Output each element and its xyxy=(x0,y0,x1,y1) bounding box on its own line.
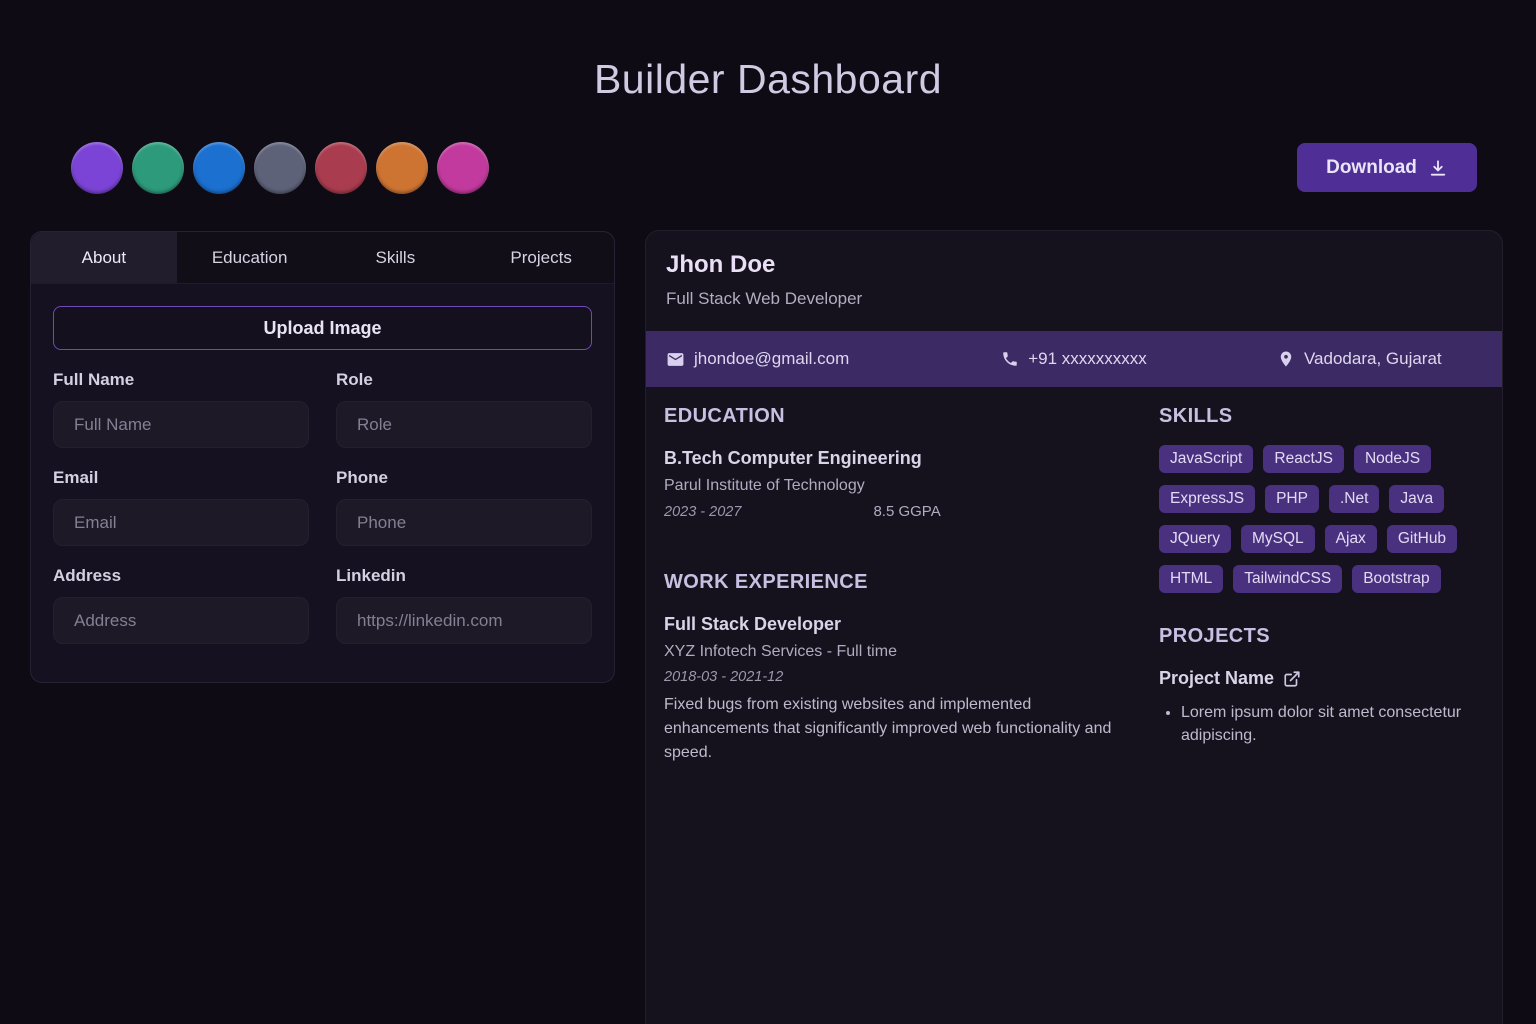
editor-tabbar: About Education Skills Projects xyxy=(31,232,614,284)
form-field-label: Email xyxy=(53,468,99,487)
page-title: Builder Dashboard xyxy=(593,56,943,102)
contact-phone-text: +91 xxxxxxxxxx xyxy=(1028,349,1147,368)
form-field-label: Address xyxy=(53,566,122,585)
skill-badge: NodeJS xyxy=(1353,445,1432,473)
form-field: Full Name xyxy=(53,370,309,448)
tab-skills[interactable]: Skills xyxy=(375,247,416,267)
location-pin-icon xyxy=(1280,351,1292,367)
project-name: Project Name xyxy=(1159,668,1275,688)
education-dates-row: 2023 - 2027 8.5 GGPA xyxy=(664,503,1121,521)
theme-color-swatch[interactable] xyxy=(437,142,489,194)
job-dates: 2018-03 - 2021-12 xyxy=(664,669,784,685)
project-bullet: Lorem ipsum dolor sit amet consectetur a… xyxy=(1181,701,1488,747)
projects-heading: PROJECTS xyxy=(1159,625,1271,647)
download-button-label: Download xyxy=(1326,156,1417,178)
skills-badge-list: JavaScript ReactJS NodeJS ExpressJS PHP … xyxy=(1159,445,1488,593)
form-field-label: Role xyxy=(336,370,373,389)
education-school: Parul Institute of Technology xyxy=(664,477,865,494)
contact-email-text: jhondoe@gmail.com xyxy=(694,349,850,368)
form-field: Phone xyxy=(336,468,592,546)
form-field-input[interactable] xyxy=(53,597,309,644)
education-degree: B.Tech Computer Engineering xyxy=(664,448,922,468)
editor-body: Upload Image Full Name Role Email xyxy=(31,284,614,666)
job-title: Full Stack Developer xyxy=(664,614,842,634)
form-field: Linkedin xyxy=(336,566,592,644)
skill-badge: MySQL xyxy=(1240,525,1315,553)
skill-badge: HTML xyxy=(1159,565,1224,593)
editor-card: About Education Skills Projects Upload I… xyxy=(30,231,615,683)
form-field: Email xyxy=(53,468,309,546)
work-experience-section: WORK EXPERIENCE Full Stack Developer XYZ… xyxy=(664,571,1121,765)
resume-contact-bar: jhondoe@gmail.com +91 xxxxxxxxxx Vadodar… xyxy=(646,331,1502,387)
skill-badge: .Net xyxy=(1328,485,1380,513)
skills-section: SKILLS JavaScript ReactJS NodeJS Express… xyxy=(1159,405,1488,593)
theme-color-swatch[interactable] xyxy=(376,142,428,194)
resume-preview-card: Jhon Doe Full Stack Web Developer jhondo… xyxy=(645,230,1503,1024)
job-company: XYZ Infotech Services - Full time xyxy=(664,643,897,660)
form-field-input[interactable] xyxy=(53,499,309,546)
contact-location: Vadodara, Gujarat xyxy=(1277,349,1442,369)
phone-icon xyxy=(1003,352,1017,366)
skill-badge: JQuery xyxy=(1159,525,1231,553)
theme-swatch-row xyxy=(71,142,489,194)
skill-badge: ReactJS xyxy=(1263,445,1344,473)
skill-badge: Bootstrap xyxy=(1352,565,1441,593)
resume-name: Jhon Doe xyxy=(666,251,776,278)
form-field-input[interactable] xyxy=(336,499,592,546)
about-form: Full Name Role Email Phone xyxy=(53,370,592,644)
skill-badge: GitHub xyxy=(1386,525,1458,553)
form-field-input[interactable] xyxy=(336,597,592,644)
skill-badge: JavaScript xyxy=(1159,445,1254,473)
contact-phone: +91 xxxxxxxxxx xyxy=(1001,349,1147,369)
skill-badge: TailwindCSS xyxy=(1233,565,1343,593)
job-description: Fixed bugs from existing websites and im… xyxy=(664,696,1112,761)
contact-email: jhondoe@gmail.com xyxy=(646,349,849,369)
skill-badge: ExpressJS xyxy=(1159,485,1256,513)
form-field-label: Linkedin xyxy=(336,566,406,585)
upload-image-button[interactable]: Upload Image xyxy=(53,306,592,350)
resume-body: EDUCATION B.Tech Computer Engineering Pa… xyxy=(646,387,1502,765)
tab-projects[interactable]: Projects xyxy=(510,247,572,267)
resume-left-column: EDUCATION B.Tech Computer Engineering Pa… xyxy=(664,405,1121,765)
skills-heading: SKILLS xyxy=(1159,405,1233,427)
mail-icon xyxy=(667,352,684,366)
download-icon xyxy=(1430,159,1446,176)
theme-color-swatch[interactable] xyxy=(254,142,306,194)
education-section: EDUCATION B.Tech Computer Engineering Pa… xyxy=(664,405,1121,521)
education-dates: 2023 - 2027 xyxy=(664,504,742,520)
tab-about[interactable]: About xyxy=(31,232,177,283)
form-field: Role xyxy=(336,370,592,448)
theme-color-swatch[interactable] xyxy=(71,142,123,194)
theme-color-swatch[interactable] xyxy=(193,142,245,194)
education-gpa: 8.5 GGPA xyxy=(873,503,941,520)
work-experience-heading: WORK EXPERIENCE xyxy=(664,571,868,593)
resume-header: Jhon Doe Full Stack Web Developer xyxy=(646,231,1502,309)
form-field-input[interactable] xyxy=(53,401,309,448)
project-bullet-list: Lorem ipsum dolor sit amet consectetur a… xyxy=(1163,701,1488,747)
download-button[interactable]: Download xyxy=(1297,143,1477,192)
project-name-row: Project Name xyxy=(1159,668,1488,689)
education-heading: EDUCATION xyxy=(664,405,786,427)
form-field: Address xyxy=(53,566,309,644)
projects-section: PROJECTS Project Name Lorem ipsum dolor … xyxy=(1159,625,1488,747)
external-link-icon[interactable] xyxy=(1283,670,1301,688)
resume-role: Full Stack Web Developer xyxy=(666,289,863,308)
skill-badge: Ajax xyxy=(1324,525,1377,553)
form-field-input[interactable] xyxy=(336,401,592,448)
theme-color-swatch[interactable] xyxy=(315,142,367,194)
form-field-label: Full Name xyxy=(53,370,135,389)
skill-badge: PHP xyxy=(1265,485,1319,513)
tab-education[interactable]: Education xyxy=(211,247,288,267)
skill-badge: Java xyxy=(1389,485,1445,513)
form-field-label: Phone xyxy=(336,468,388,487)
resume-right-column: SKILLS JavaScript ReactJS NodeJS Express… xyxy=(1159,405,1488,765)
contact-location-text: Vadodara, Gujarat xyxy=(1303,349,1442,368)
theme-color-swatch[interactable] xyxy=(132,142,184,194)
